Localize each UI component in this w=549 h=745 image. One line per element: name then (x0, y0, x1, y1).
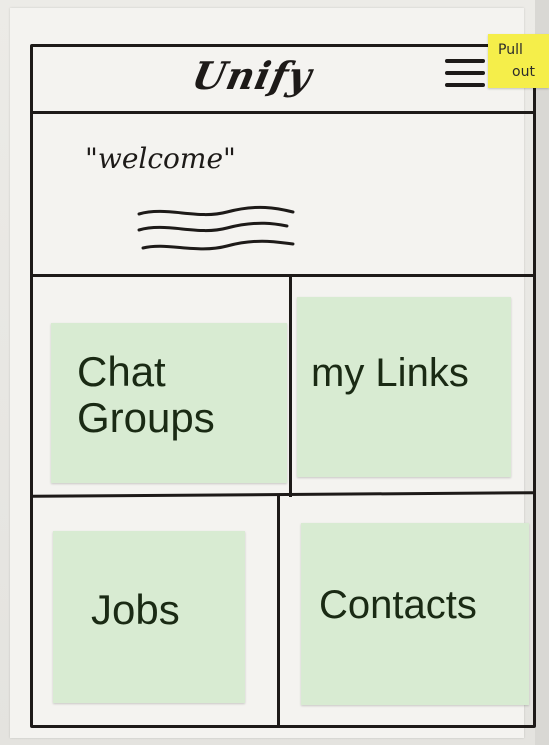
menu-bar-2 (445, 71, 485, 75)
contacts-tile[interactable]: Contacts (301, 523, 529, 705)
jobs-label: Jobs (91, 586, 180, 633)
welcome-text: "welcome" (85, 142, 236, 175)
pull-out-note: Pull out (488, 34, 549, 88)
adjacent-paper-edge (535, 0, 549, 745)
placeholder-text-lines (137, 205, 295, 251)
hamburger-menu-icon[interactable] (445, 59, 485, 93)
note-line-1: Pull (498, 42, 523, 58)
grid-divider-vertical-top (289, 277, 292, 497)
grid-divider-vertical-bottom (277, 495, 280, 725)
my-links-label: my Links (311, 351, 469, 395)
chat-groups-label: Chat Groups (77, 348, 215, 442)
jobs-tile[interactable]: Jobs (53, 531, 245, 703)
app-header: Unify (33, 47, 533, 114)
menu-bar-3 (445, 83, 485, 87)
note-line-2: out (512, 64, 535, 80)
welcome-section: "welcome" (33, 114, 533, 277)
chat-groups-tile[interactable]: Chat Groups (51, 323, 287, 483)
paper-sheet: Unify "welcome" (10, 8, 536, 738)
menu-bar-1 (445, 59, 485, 63)
my-links-tile[interactable]: my Links (297, 297, 511, 477)
contacts-label: Contacts (319, 583, 477, 627)
phone-frame: Unify "welcome" (30, 44, 536, 728)
tile-grid: Chat Groups my Links Jobs Contacts (32, 277, 534, 725)
grid-divider-horizontal (32, 491, 534, 498)
app-logo: Unify (188, 53, 317, 98)
